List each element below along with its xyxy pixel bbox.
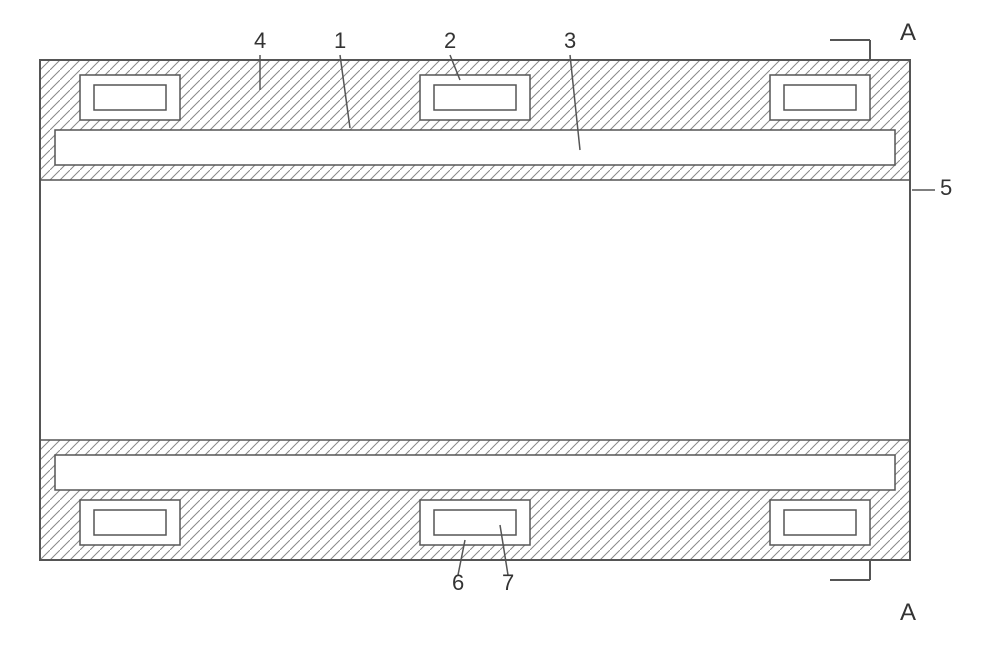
label-6: 6	[452, 570, 464, 595]
section-label: A	[900, 19, 916, 46]
label-4: 4	[254, 28, 266, 53]
section-label: A	[900, 599, 916, 626]
upper-slot	[55, 130, 895, 165]
cross-section-diagram: 1 2 3 4 5 6 7 A A	[0, 0, 1000, 650]
embedded-box-inner	[784, 510, 856, 535]
label-5: 5	[940, 175, 952, 200]
embedded-box-inner	[94, 510, 166, 535]
label-7: 7	[502, 570, 514, 595]
embedded-box-inner	[784, 85, 856, 110]
embedded-box-inner	[434, 510, 516, 535]
label-1: 1	[334, 28, 346, 53]
embedded-box-inner	[94, 85, 166, 110]
label-3: 3	[564, 28, 576, 53]
lower-slot	[55, 455, 895, 490]
embedded-box-inner	[434, 85, 516, 110]
label-2: 2	[444, 28, 456, 53]
